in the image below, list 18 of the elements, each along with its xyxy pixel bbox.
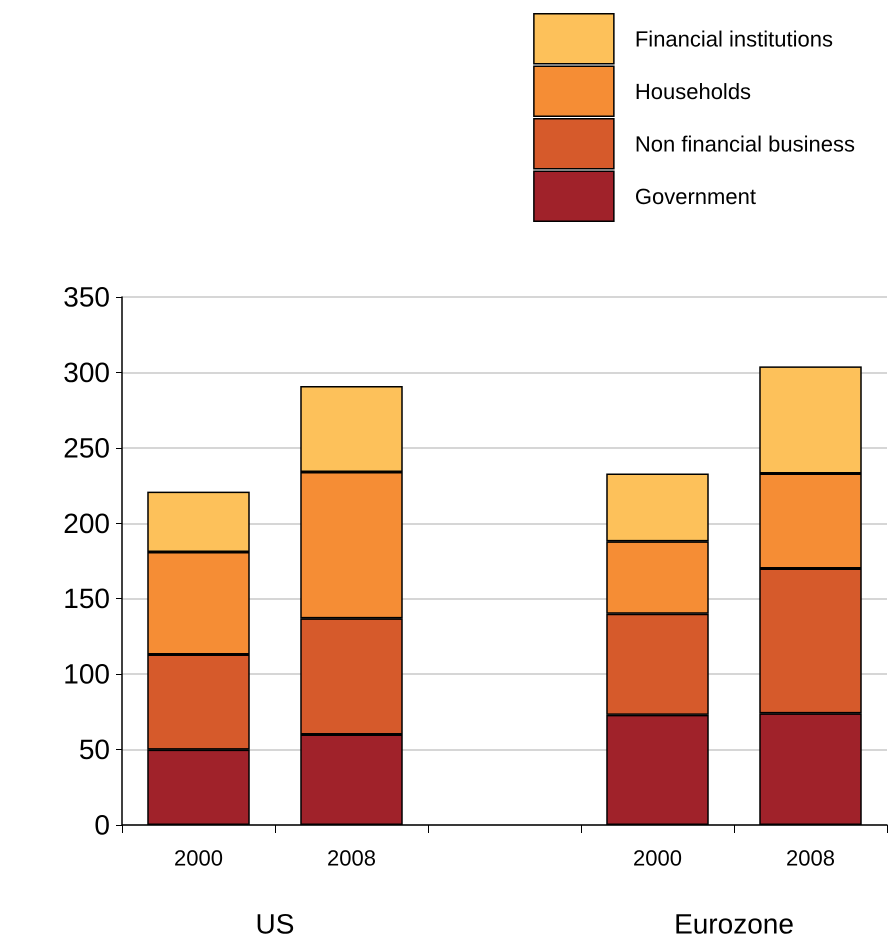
y-tick-label: 0: [94, 810, 110, 840]
legend-label: Non financial business: [634, 131, 856, 156]
legend-label: Households: [634, 78, 752, 104]
y-tick-label: 50: [78, 734, 110, 766]
y-tick-label: 100: [63, 658, 110, 690]
x-tick-label: 2008: [786, 846, 835, 870]
y-tick-label: 200: [63, 508, 110, 539]
y-tick-label: 350: [63, 282, 110, 312]
legend-label: Financial institutions: [634, 26, 833, 52]
x-tick-label: 2000: [633, 846, 682, 870]
text: Eurozone: [674, 908, 794, 940]
y-tick-label: 250: [63, 432, 110, 464]
x-tick-label: 2008: [327, 846, 376, 870]
y-tick-label: 300: [63, 356, 110, 388]
y-tick-label: 150: [63, 583, 110, 614]
x-tick-label: 2000: [174, 846, 223, 870]
legend-label: Government: [634, 184, 756, 209]
text: US: [256, 908, 294, 940]
